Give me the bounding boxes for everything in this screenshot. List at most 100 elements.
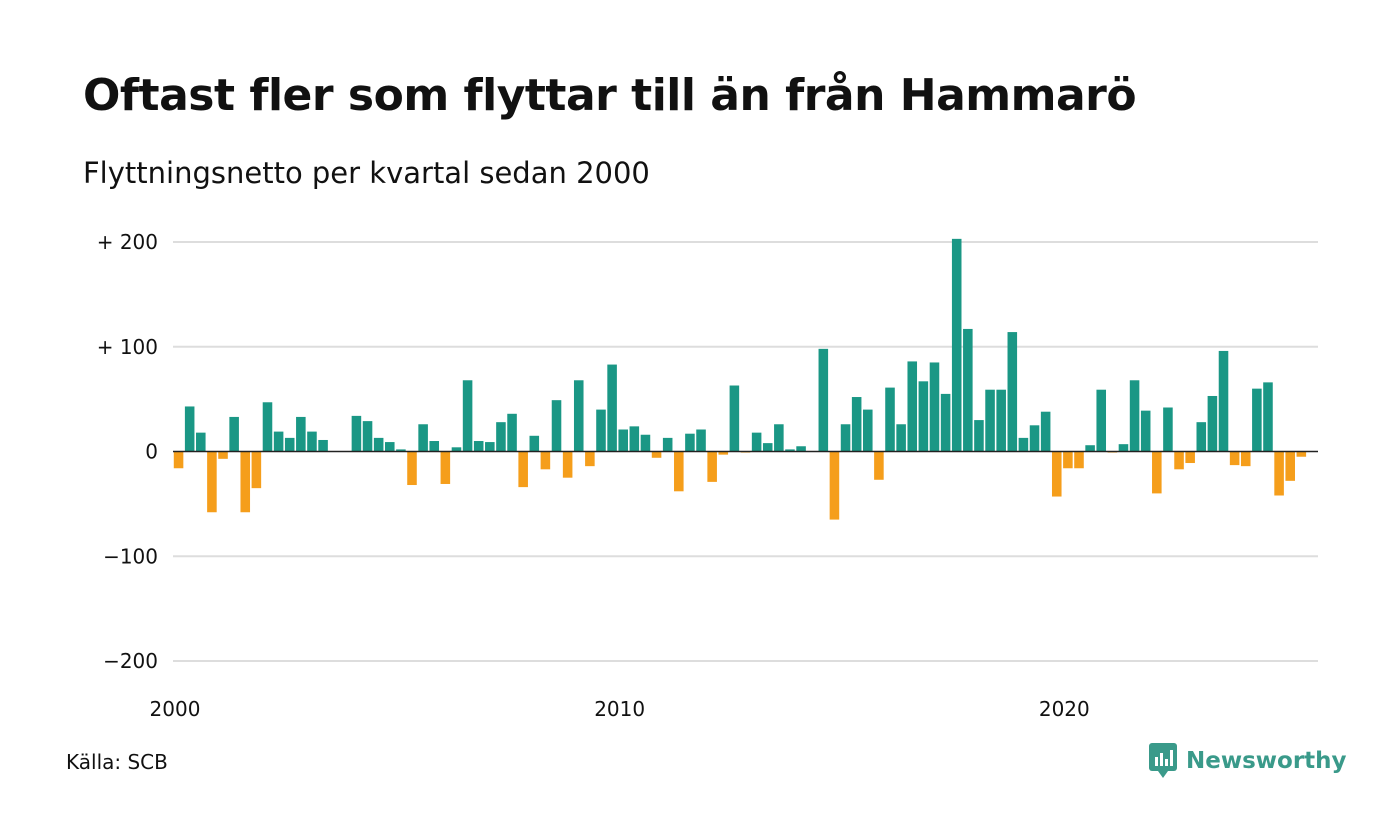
bar (229, 416, 239, 452)
bar (518, 451, 528, 488)
bar (284, 437, 295, 452)
bar (629, 426, 640, 452)
bar (240, 451, 251, 513)
bar (551, 400, 562, 452)
bar (1007, 332, 1018, 452)
y-tick-label: + 200 (97, 230, 158, 254)
chart-subtitle: Flyttningsnetto per kvartal sedan 2000 (83, 156, 650, 190)
bar (996, 389, 1006, 452)
bar (529, 435, 540, 452)
bar (451, 447, 462, 452)
bar (718, 451, 729, 455)
bar (1018, 437, 1029, 452)
bar-chart: + 200 + 100 0 −100 −200 2000 2010 2020 (97, 230, 1318, 721)
bar (184, 406, 195, 452)
bar (774, 424, 784, 452)
bar (251, 451, 262, 489)
chart-title: Oftast fler som flyttar till än från Ham… (83, 70, 1137, 121)
bar (573, 380, 584, 452)
bar (1040, 411, 1051, 452)
bar (685, 433, 695, 452)
brand-logo: Newsworthy (1148, 742, 1347, 780)
bar (863, 409, 873, 452)
bar (396, 449, 406, 452)
bar (829, 451, 840, 520)
bar (729, 385, 740, 452)
bar (407, 451, 417, 486)
bar (940, 393, 951, 452)
y-tick-label: + 100 (97, 335, 158, 359)
bar (1218, 350, 1229, 452)
bar (418, 424, 428, 452)
bar (440, 451, 451, 484)
bar (1163, 407, 1173, 452)
bar (262, 402, 273, 452)
x-tick-label: 2020 (1039, 697, 1090, 721)
bar (496, 422, 506, 452)
bar (1063, 451, 1073, 469)
bar (318, 439, 328, 452)
bar (851, 397, 862, 452)
bar (1029, 425, 1040, 452)
bar (1296, 451, 1307, 457)
bar (307, 431, 317, 452)
bar (218, 451, 228, 459)
bar (1129, 380, 1140, 452)
y-tick-label: −200 (103, 649, 158, 673)
bar (473, 441, 484, 452)
bar (963, 328, 973, 452)
bar (874, 451, 884, 480)
x-axis: 2000 2010 2020 (150, 697, 1090, 721)
source-note: Källa: SCB (66, 750, 168, 774)
bar (384, 442, 395, 452)
bar (907, 361, 918, 452)
bar (1085, 445, 1095, 452)
bar (707, 451, 717, 482)
x-tick-label: 2000 (150, 697, 201, 721)
bar (696, 429, 706, 452)
bar (562, 451, 573, 478)
bar (485, 442, 495, 452)
bar (196, 432, 206, 452)
newsworthy-logo-icon (1149, 743, 1177, 778)
x-tick-label: 2010 (594, 697, 645, 721)
bar (596, 409, 606, 452)
bar (974, 420, 984, 452)
brand-name: Newsworthy (1186, 748, 1347, 774)
bar (1252, 388, 1262, 452)
bar (540, 451, 551, 470)
bar (429, 441, 440, 452)
bar (1240, 451, 1251, 467)
bar (585, 451, 595, 467)
bar (885, 387, 895, 452)
y-axis: + 200 + 100 0 −100 −200 (97, 230, 158, 673)
bar (640, 434, 651, 452)
bar (1074, 451, 1084, 469)
bar (618, 429, 628, 452)
bar (674, 451, 684, 492)
bar (273, 431, 284, 452)
bar (351, 415, 362, 452)
y-tick-label: −100 (103, 544, 158, 568)
bar (1152, 451, 1162, 494)
bar (1229, 451, 1240, 466)
bar (1051, 451, 1062, 497)
bar (785, 449, 795, 452)
bar (507, 413, 517, 452)
bar (1140, 410, 1151, 452)
bar (751, 432, 762, 452)
bar (840, 424, 851, 452)
bar (1207, 395, 1218, 452)
bar (918, 381, 929, 452)
bar (651, 451, 662, 458)
bar (1174, 451, 1184, 470)
bar (1285, 451, 1295, 481)
bar (1274, 451, 1284, 496)
bar (207, 451, 217, 513)
bar (373, 437, 384, 452)
bar (296, 416, 306, 452)
bar (896, 424, 906, 452)
gridlines (173, 241, 1318, 662)
bar (796, 446, 806, 452)
y-tick-label: 0 (145, 440, 158, 464)
